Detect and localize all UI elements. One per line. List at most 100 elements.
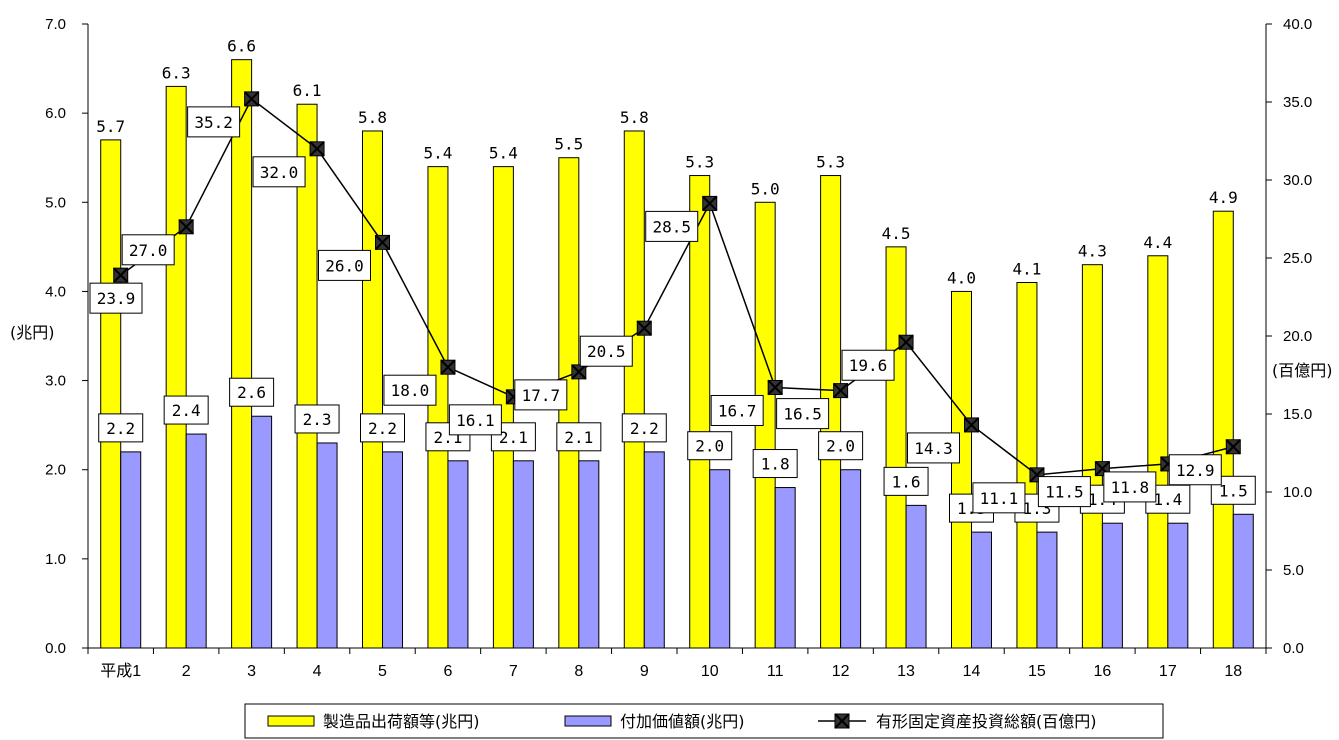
bar-value-added	[1036, 531, 1058, 649]
data-label-investment: 27.0	[129, 241, 168, 260]
data-label-box-value-added	[163, 395, 209, 425]
x-tick-label: 17	[1159, 663, 1177, 680]
x-tick-label: 7	[509, 663, 518, 680]
data-label-box-investment	[318, 249, 371, 281]
right-tick-label: 20.0	[1283, 328, 1312, 345]
data-label-investment: 32.0	[260, 163, 299, 182]
x-tick-label: 16	[1093, 663, 1111, 680]
left-tick-label: 2.0	[45, 462, 66, 479]
right-tick-label: 0.0	[1283, 640, 1304, 657]
data-label-value-added: 1.6	[892, 472, 921, 491]
bar-shipments	[231, 59, 253, 649]
data-label-box-value-added	[229, 377, 275, 407]
bar-value-added	[185, 433, 207, 649]
bar-value-added	[971, 531, 992, 649]
data-label-box-value-added	[556, 422, 602, 452]
left-tick-label: 6.0	[45, 105, 66, 122]
data-label-value-added: 2.2	[106, 419, 135, 438]
investment-marker	[898, 334, 914, 350]
data-label-investment: 18.0	[391, 381, 430, 400]
x-tick-label: 5	[378, 663, 387, 680]
data-label-box-investment	[89, 282, 143, 314]
legend-label-shipments: 製造品出荷額等(兆円)	[323, 712, 480, 731]
data-label-value-added: 2.0	[826, 437, 855, 456]
bar-value-added	[251, 415, 273, 649]
x-tick-label: 12	[832, 663, 850, 680]
data-label-investment: 20.5	[587, 342, 626, 361]
data-label-value-added: 2.6	[237, 383, 266, 402]
right-tick-label: 10.0	[1283, 484, 1312, 501]
data-label-shipments: 5.3	[685, 153, 714, 172]
data-label-box-value-added	[752, 449, 798, 479]
data-label-value-added: 2.3	[303, 410, 332, 429]
data-label-box-investment	[383, 374, 437, 406]
right-tick-label: 30.0	[1283, 172, 1312, 189]
data-label-investment: 11.1	[980, 489, 1019, 508]
x-tick-label: 3	[247, 663, 256, 680]
line-series	[113, 91, 1241, 483]
right-tick-label: 5.0	[1283, 562, 1304, 579]
data-labels: 5.7 2.2 6.3 2.4 6.6 2.6 6.1 2.3 5.8 2.2 5.4 2.1 5.4 2…	[89, 37, 1256, 523]
bar-shipments	[623, 130, 645, 649]
bar-shipments	[885, 246, 907, 649]
left-tick-label: 7.0	[45, 16, 66, 33]
data-label-box-investment	[252, 156, 306, 188]
data-label-investment: 11.8	[1111, 478, 1150, 497]
data-label-investment: 12.9	[1176, 461, 1215, 480]
x-tick-label: 平成1	[100, 662, 141, 680]
data-label-value-added: 2.1	[564, 428, 593, 447]
data-label-box-investment	[972, 482, 1026, 514]
bar-value-added	[316, 442, 338, 649]
data-label-shipments: 4.5	[882, 224, 911, 243]
bar-value-added	[905, 504, 927, 649]
left-tick-label: 1.0	[45, 551, 66, 568]
investment-marker	[767, 379, 783, 396]
data-label-value-added: 2.1	[499, 428, 528, 447]
data-label-value-added: 1.4	[1153, 490, 1182, 509]
data-label-box-value-added	[360, 413, 405, 443]
data-label-shipments: 6.6	[227, 37, 256, 56]
data-label-shipments: 5.8	[620, 108, 649, 127]
bar-value-added	[709, 469, 731, 649]
right-tick-label: 15.0	[1283, 406, 1312, 423]
bar-shipments	[689, 175, 711, 649]
data-label-box-investment	[514, 379, 568, 411]
x-tick-label: 4	[313, 663, 322, 680]
right-axis-label: (百億円)	[1272, 361, 1333, 380]
investment-marker	[309, 141, 325, 157]
data-label-investment: 23.9	[97, 289, 136, 308]
data-label-box-value-added	[818, 431, 864, 461]
left-tick-label: 3.0	[45, 373, 66, 390]
bar-shipments	[1212, 210, 1234, 649]
investment-marker	[243, 91, 260, 107]
bar-shipments	[951, 290, 972, 649]
investment-marker	[440, 359, 456, 375]
data-label-box-value-added	[294, 404, 340, 434]
bar-shipments	[165, 85, 187, 649]
data-label-box-investment	[841, 349, 895, 381]
x-tick-label: 6	[443, 663, 452, 680]
data-label-box-investment	[645, 210, 699, 242]
data-label-box-investment	[710, 394, 764, 426]
data-label-shipments: 6.1	[293, 81, 322, 100]
data-label-shipments: 4.0	[947, 268, 976, 287]
legend-label-value-added: 付加価値額(兆円)	[620, 712, 745, 731]
investment-marker	[832, 382, 849, 399]
investment-marker	[178, 219, 194, 235]
data-label-value-added: 1.8	[761, 455, 790, 474]
x-tick-label: 14	[963, 663, 981, 680]
investment-marker	[702, 195, 718, 212]
data-label-shipments: 5.5	[554, 135, 583, 154]
x-tick-label: 15	[1028, 663, 1046, 680]
data-label-investment: 16.7	[718, 401, 757, 420]
data-label-box-investment	[579, 335, 633, 367]
data-label-investment: 26.0	[325, 256, 364, 275]
bar-value-added	[1232, 513, 1254, 649]
right-tick-label: 35.0	[1283, 94, 1312, 111]
x-tick-label: 18	[1224, 663, 1242, 680]
bar-value-added	[1167, 522, 1189, 649]
investment-marker	[963, 417, 980, 433]
data-label-box-value-added	[98, 413, 144, 443]
data-label-shipments: 5.3	[816, 153, 845, 172]
